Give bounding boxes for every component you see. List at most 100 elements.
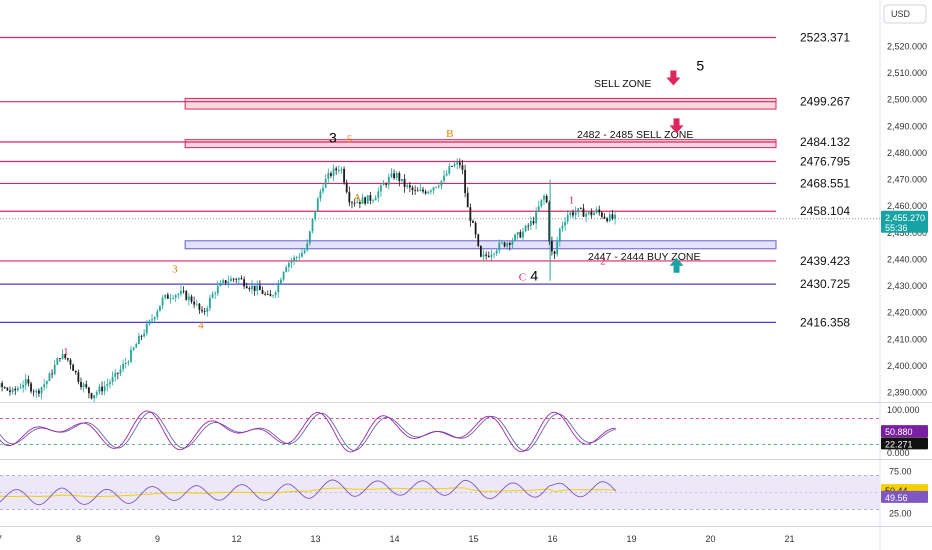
- candle-body: [177, 294, 180, 296]
- candle-body: [38, 390, 40, 394]
- stoch-tick-label: 0.000: [887, 448, 910, 458]
- candle-body: [261, 290, 264, 294]
- candle-body: [387, 176, 390, 185]
- level-label: 2468.551: [800, 176, 850, 190]
- candle-body: [56, 358, 59, 365]
- price-tick-label: 2,430.000: [887, 281, 927, 291]
- candle-body: [479, 245, 482, 257]
- candle-body: [187, 296, 190, 300]
- level-label: 2430.725: [800, 277, 850, 291]
- zone-box[interactable]: [184, 97, 777, 110]
- candle-body: [466, 192, 469, 208]
- candle-body: [219, 282, 222, 287]
- candle-body: [435, 186, 438, 188]
- arrow-up-icon: [669, 257, 684, 273]
- price-axis-panel[interactable]: [880, 0, 932, 550]
- candle-body: [372, 200, 374, 202]
- price-tick-label: 2,400.000: [887, 361, 927, 371]
- candle-body: [264, 293, 267, 295]
- candle-body: [282, 272, 285, 280]
- candle-body: [127, 362, 130, 364]
- candle-body: [24, 379, 27, 385]
- candle-body: [419, 189, 422, 191]
- candle-body: [427, 191, 430, 194]
- candle-body: [448, 166, 451, 174]
- price-panel[interactable]: [0, 0, 880, 402]
- zone-box[interactable]: [184, 139, 777, 149]
- stoch-d-badge: [881, 437, 928, 450]
- candle-body: [516, 232, 519, 235]
- candle-body: [493, 253, 495, 255]
- candle-body: [558, 228, 561, 242]
- candle-body: [272, 295, 274, 297]
- currency-button[interactable]: USD: [883, 4, 927, 24]
- candle-body: [287, 263, 290, 268]
- candle-body: [506, 243, 509, 247]
- candle-body: [266, 294, 269, 295]
- candle-body: [537, 206, 540, 211]
- candle-body: [561, 225, 564, 229]
- rsi-panel[interactable]: 75.00 25.00: [0, 466, 912, 519]
- candle-body: [285, 267, 288, 273]
- candle-body: [203, 311, 206, 313]
- candle-body: [251, 285, 253, 290]
- candle-body: [369, 195, 372, 201]
- candle-body: [114, 372, 117, 377]
- candle-body: [422, 189, 424, 192]
- candle-body: [135, 344, 138, 348]
- candle-body: [306, 243, 309, 251]
- candle-body: [122, 364, 125, 370]
- candle-body: [393, 173, 395, 179]
- zones-layer: SELL ZONE 2482 - 2485 SELL ZONE 2447 - 244…: [184, 78, 777, 263]
- candle-body: [593, 212, 595, 216]
- candle-body: [27, 379, 30, 384]
- candle-body: [258, 285, 261, 291]
- level-label: 2458.104: [800, 204, 850, 218]
- candle-body: [166, 294, 169, 299]
- candle-body: [222, 280, 224, 283]
- levels-layer: 2523.371 2499.267 2484.132 2476.795 2468.551…: [0, 31, 880, 329]
- candle-body: [19, 387, 22, 389]
- candle-body: [14, 388, 17, 391]
- time-axis[interactable]: 7 8 9 12 13 14 15 16 19 20 21: [0, 534, 795, 544]
- candle-body: [335, 168, 338, 171]
- candle-body: [182, 290, 185, 292]
- candle-body: [603, 216, 606, 219]
- stoch-tick-label: 100.000: [887, 405, 920, 415]
- candle-body: [598, 209, 601, 213]
- candle-body: [243, 279, 246, 287]
- candle-body: [298, 256, 301, 258]
- wave-label: C: [519, 272, 526, 284]
- candle-body: [269, 294, 272, 297]
- time-tick-label: 16: [547, 534, 557, 544]
- candle-body: [153, 317, 156, 320]
- candle-body: [224, 280, 227, 284]
- candle-body: [164, 294, 167, 298]
- candle-body: [590, 211, 593, 216]
- candle-body: [385, 184, 388, 185]
- candle-body: [6, 387, 9, 391]
- candle-body: [132, 347, 135, 350]
- candle-body: [358, 201, 361, 204]
- candle-body: [51, 373, 53, 375]
- candle-body: [295, 257, 298, 259]
- wave-label: 1: [63, 346, 69, 358]
- candle-body: [524, 225, 527, 232]
- candle-body: [206, 308, 209, 312]
- candle-body: [574, 212, 577, 216]
- candle-body: [119, 369, 122, 374]
- level-label: 2416.358: [800, 315, 850, 329]
- wave-label: 4: [530, 268, 538, 284]
- rsi-line: [0, 479, 617, 506]
- candle-body: [232, 278, 235, 280]
- candle-body: [508, 243, 511, 246]
- candle-body: [424, 191, 427, 194]
- candle-body: [503, 242, 506, 247]
- candle-body: [366, 195, 369, 204]
- candle-body: [451, 166, 453, 167]
- time-tick-label: 15: [468, 534, 478, 544]
- time-tick-label: 14: [389, 534, 399, 544]
- last-price-badge-text: 2,455.270: [885, 213, 925, 223]
